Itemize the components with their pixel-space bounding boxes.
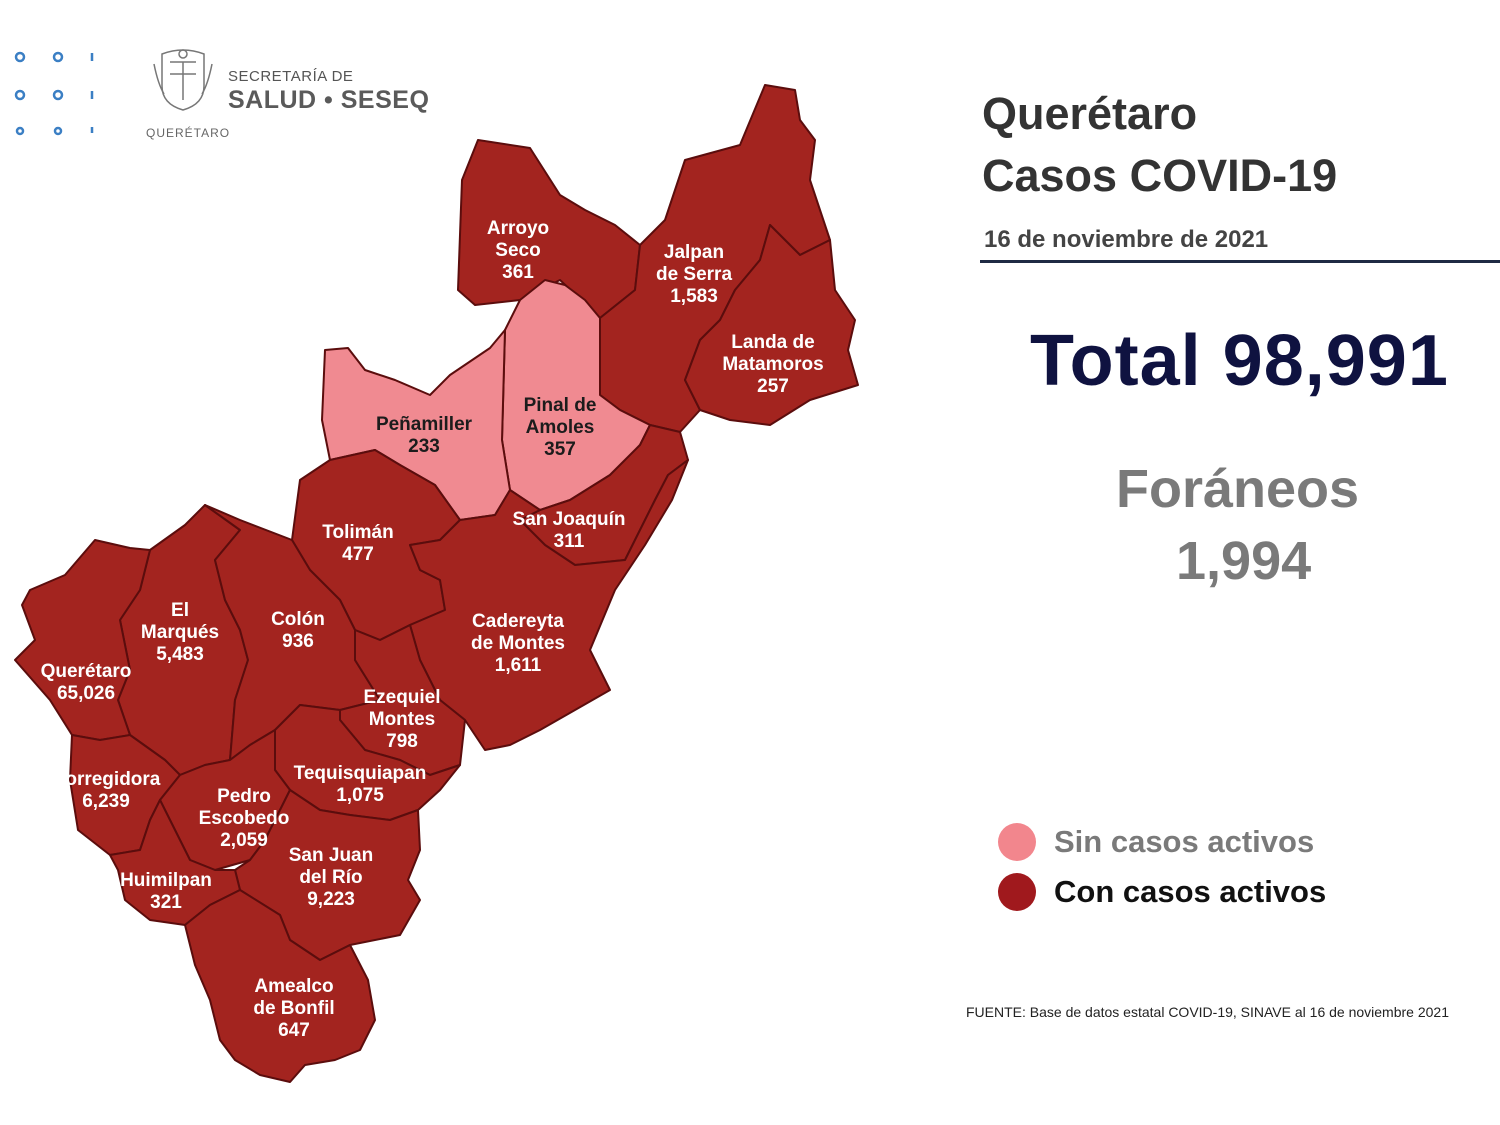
title-line2: Casos COVID-19: [982, 150, 1338, 201]
label-pedro-escobedo-cases: 2,059: [220, 830, 268, 851]
legend-active-swatch: [998, 873, 1036, 911]
total-cases: Total 98,991: [1030, 321, 1449, 401]
state-coat-of-arms-icon: [153, 49, 213, 111]
label-san-juan-cases: 9,223: [307, 889, 355, 910]
label-ezequiel-cases: 798: [386, 731, 418, 752]
label-el-marques-1: El: [171, 600, 189, 621]
label-toliman-cases: 477: [342, 544, 374, 565]
label-san-juan-2: del Río: [299, 867, 362, 888]
label-amealco-cases: 647: [278, 1020, 310, 1041]
label-el-marques-2: Marqués: [141, 622, 219, 643]
label-arroyo-seco-2: Seco: [495, 240, 540, 261]
legend-no-active-label: Sin casos activos: [1054, 824, 1315, 859]
label-huimilpan-cases: 321: [150, 892, 182, 913]
region-landa[interactable]: [684, 224, 859, 426]
legend-no-active-swatch: [998, 823, 1036, 861]
label-amealco-2: de Bonfil: [253, 998, 334, 1019]
label-landa-cases: 257: [757, 376, 789, 397]
label-corregidora-1: Corregidora: [52, 769, 161, 790]
label-jalpan-2: de Serra: [656, 264, 732, 285]
label-arroyo-seco-1: Arroyo: [487, 218, 549, 239]
queretaro-map: Arroyo Seco 361 Jalpan de Serra 1,583 La…: [14, 84, 859, 1083]
label-el-marques-cases: 5,483: [156, 644, 204, 665]
label-pedro-escobedo-1: Pedro: [217, 786, 271, 807]
label-queretaro-1: Querétaro: [41, 661, 132, 682]
label-colon-cases: 936: [282, 631, 314, 652]
label-penamiller-1: Peñamiller: [376, 414, 473, 435]
map-labels: Arroyo Seco 361 Jalpan de Serra 1,583 La…: [41, 218, 824, 1041]
label-tequisquiapan-cases: 1,075: [336, 785, 384, 806]
label-toliman-1: Tolimán: [322, 522, 393, 543]
label-pedro-escobedo-2: Escobedo: [199, 808, 290, 829]
label-san-joaquin-1: San Joaquín: [513, 509, 626, 530]
region-cadereyta[interactable]: [409, 459, 689, 751]
legend-active-label: Con casos activos: [1054, 874, 1327, 909]
label-amealco-1: Amealco: [254, 976, 333, 997]
region-amealco[interactable]: [184, 889, 376, 1083]
foraneos-value: 1,994: [1176, 531, 1312, 591]
label-jalpan-1: Jalpan: [664, 242, 724, 263]
label-san-juan-1: San Juan: [289, 845, 373, 866]
label-ezequiel-1: Ezequiel: [363, 687, 440, 708]
label-arroyo-seco-cases: 361: [502, 262, 534, 283]
logo-state: QUERÉTARO: [146, 126, 231, 140]
label-penamiller-cases: 233: [408, 436, 440, 457]
header-divider: [980, 260, 1500, 263]
legend-no-active: Sin casos activos: [998, 823, 1314, 861]
region-queretaro[interactable]: [14, 539, 151, 741]
label-ezequiel-2: Montes: [369, 709, 436, 730]
label-cadereyta-2: de Montes: [471, 633, 565, 654]
label-queretaro-cases: 65,026: [57, 683, 115, 704]
label-corregidora-cases: 6,239: [82, 791, 130, 812]
label-jalpan-cases: 1,583: [670, 286, 718, 307]
label-tequisquiapan-1: Tequisquiapan: [294, 763, 427, 784]
label-cadereyta-cases: 1,611: [495, 655, 542, 676]
logo-line2: SALUD • SESEQ: [228, 86, 430, 114]
label-landa-2: Matamoros: [722, 354, 823, 375]
label-pinal-cases: 357: [544, 439, 576, 460]
logo-line1: SECRETARÍA DE: [228, 68, 354, 85]
label-huimilpan-1: Huimilpan: [120, 870, 212, 891]
legend-active: Con casos activos: [998, 873, 1326, 911]
label-colon-1: Colón: [271, 609, 325, 630]
label-pinal-2: Amoles: [526, 417, 595, 438]
region-huimilpan[interactable]: [109, 799, 241, 926]
dotted-pattern-icon: [14, 51, 94, 136]
label-cadereyta-1: Cadereyta: [472, 611, 564, 632]
title-line1: Querétaro: [982, 88, 1198, 139]
report-date: 16 de noviembre de 2021: [984, 226, 1269, 253]
source-note: FUENTE: Base de datos estatal COVID-19, …: [966, 1004, 1449, 1020]
label-landa-1: Landa de: [731, 332, 814, 353]
foraneos-label: Foráneos: [1116, 459, 1360, 519]
label-pinal-1: Pinal de: [524, 395, 597, 416]
label-san-joaquin-cases: 311: [554, 531, 585, 552]
